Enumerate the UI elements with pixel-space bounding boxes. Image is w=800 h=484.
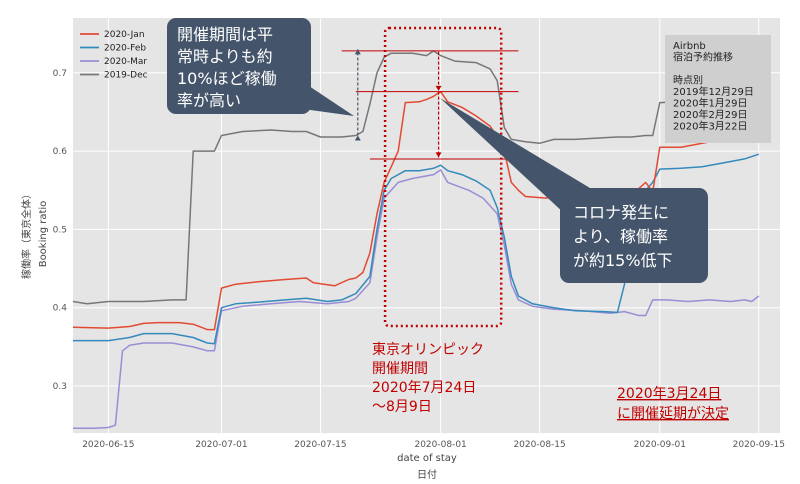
olympics-period-label: 東京オリンピック 開催期間 2020年7月24日 ～8月9日 — [372, 342, 484, 415]
olympics-line: ～8月9日 — [372, 399, 432, 415]
info-box-line: Airbnb — [673, 41, 706, 52]
callout-top-box — [167, 18, 311, 114]
callout-bottom-box — [560, 188, 708, 283]
info-box-line: 2020年2月29日 — [673, 108, 748, 121]
x-tick-label: 2020-06-15 — [82, 440, 134, 450]
x-axis-label: date of stay — [397, 453, 457, 464]
y-tick-label: 0.4 — [53, 304, 68, 314]
olympics-line: 2020年7月24日 — [372, 380, 476, 396]
series-line-2019-dec — [72, 50, 759, 305]
callout-top-line: 10%ほど稼働 — [177, 69, 277, 88]
reference-arrowhead — [435, 85, 442, 91]
callout-bottom-line: が約15%低下 — [573, 251, 673, 270]
callout-bottom-line: より、稼働率 — [573, 227, 668, 246]
x-tick-label: 2020-09-01 — [634, 440, 686, 450]
info-box-line: 2019年12月29日 — [673, 85, 754, 98]
x-tick-label: 2020-08-15 — [513, 440, 565, 450]
reference-guides — [341, 26, 519, 328]
legend-label: 2020-Feb — [104, 44, 146, 54]
reference-arrowhead — [354, 49, 361, 55]
x-axis-label-ja: 日付 — [417, 468, 437, 481]
info-box-line: 2020年3月22日 — [673, 120, 748, 133]
info-box-bg — [665, 35, 771, 143]
callout-top-line: 率が高い — [177, 91, 241, 110]
y-tick-label: 0.7 — [53, 69, 67, 79]
legend-label: 2020-Mar — [104, 57, 147, 67]
callout-olympics-higher: 開催期間は平 常時よりも約 10%ほど稼働 率が高い — [167, 18, 354, 116]
y-tick-label: 0.3 — [53, 382, 67, 392]
postponement-label: 2020年3月24日 に開催延期が決定 — [617, 386, 729, 422]
legend-label: 2020-Jan — [104, 30, 145, 40]
info-box-line: 2020年1月29日 — [673, 97, 748, 110]
callout-top-line: 開催期間は平 — [177, 25, 273, 44]
x-tick-label: 2020-09-15 — [733, 440, 785, 450]
info-box: Airbnb宿泊予約推移時点別2019年12月29日2020年1月29日2020… — [665, 35, 771, 143]
legend: 2020-Jan 2020-Feb 2020-Mar 2019-Dec — [80, 30, 148, 81]
x-tick-label: 2020-07-15 — [294, 440, 346, 450]
reference-arrowhead — [435, 152, 442, 158]
postpone-line: に開催延期が決定 — [617, 406, 729, 422]
postpone-line: 2020年3月24日 — [617, 386, 721, 402]
callout-top-line: 常時よりも約 — [177, 47, 273, 66]
olympics-line: 東京オリンピック — [372, 342, 484, 358]
axis-ticks: 0.3 0.4 0.5 0.6 0.7 2020-06-15 2020-07-01 2020-… — [53, 69, 785, 450]
y-axis-label: Booking ratio — [38, 201, 49, 268]
olympics-line: 開催期間 — [372, 361, 428, 377]
callout-covid-drop: コロナ発生に より、稼働率 が約15%低下 — [440, 98, 708, 283]
y-tick-label: 0.6 — [53, 147, 68, 157]
y-tick-label: 0.5 — [53, 225, 67, 235]
info-box-line: 宿泊予約推移 — [673, 51, 733, 64]
y-axis-label-ja: 稼働率（東京全体） — [20, 189, 33, 279]
callout-bottom-pointer — [440, 98, 590, 214]
reference-arrowhead — [354, 135, 361, 141]
series-line-2020-mar — [73, 169, 760, 430]
callout-bottom-line: コロナ発生に — [573, 203, 669, 222]
x-tick-label: 2020-08-01 — [414, 440, 466, 450]
legend-label: 2019-Dec — [104, 71, 148, 81]
x-tick-label: 2020-07-01 — [195, 440, 247, 450]
callout-top-pointer — [296, 80, 354, 116]
info-box-line: 時点別 — [673, 75, 703, 87]
